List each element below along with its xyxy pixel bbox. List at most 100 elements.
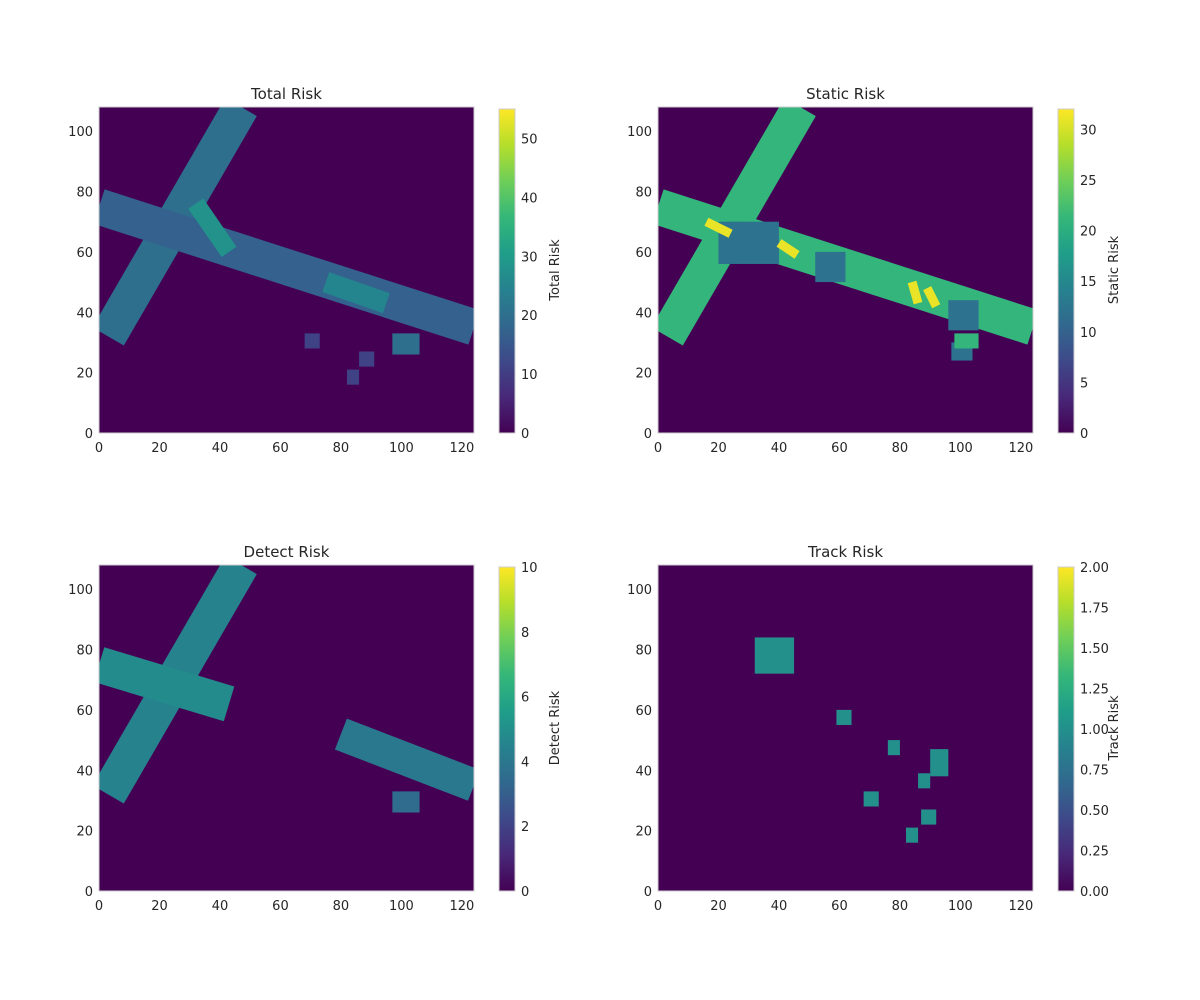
track-risk-y-tick-label: 80 xyxy=(635,644,652,659)
total-risk-x-tick-label: 120 xyxy=(449,441,474,456)
detect-risk-panel: Detect Risk 0 20 40 60 80 100 120 0 20 40 60 80 100 0 2… xyxy=(68,543,563,914)
static-risk-x-tick-label: 120 xyxy=(1008,441,1033,456)
total-risk-x-tick-label: 40 xyxy=(212,441,229,456)
static-risk-colorbar-tick-label: 0 xyxy=(1080,427,1088,442)
detect-risk-y-tick-label: 40 xyxy=(76,764,93,779)
static-risk-y-tick-label: 20 xyxy=(635,367,652,382)
detect-risk-x-tick-label: 80 xyxy=(333,899,350,914)
detect-risk-y-tick-label: 0 xyxy=(85,885,93,900)
static-risk-title: Static Risk xyxy=(806,85,885,103)
track-risk-x-tick-label: 20 xyxy=(710,899,727,914)
static-risk-heatmap xyxy=(658,107,1033,433)
total-risk-x-tick-label: 20 xyxy=(151,441,168,456)
detect-risk-x-tick-label: 100 xyxy=(389,899,414,914)
detect-risk-y-tick-label: 20 xyxy=(76,825,93,840)
track-risk-background-cell xyxy=(658,565,1033,891)
total-risk-colorbar-label: Total Risk xyxy=(548,239,563,302)
track-risk-colorbar-gradient xyxy=(1057,566,1075,892)
track-risk-colorbar-tick-label: 0.50 xyxy=(1080,804,1109,819)
total-risk-colorbar-tick-label: 20 xyxy=(521,309,538,324)
total-risk-y-tick-label: 60 xyxy=(76,246,93,261)
total-risk-road-band xyxy=(322,272,390,314)
detect-risk-colorbar-tick-label: 0 xyxy=(521,885,529,900)
track-risk-colorbar-tick-label: 0.25 xyxy=(1080,845,1109,860)
static-risk-x-tick-label: 0 xyxy=(654,441,662,456)
total-risk-cell-block xyxy=(304,333,320,349)
static-risk-colorbar-tick-label: 10 xyxy=(1080,326,1097,341)
detect-risk-title: Detect Risk xyxy=(244,543,330,561)
detect-risk-x-tick-label: 120 xyxy=(449,899,474,914)
track-risk-x-tick-label: 0 xyxy=(654,899,662,914)
total-risk-panel: Total Risk 0 20 40 60 80 100 120 0 20 40 60 80 100 0 10… xyxy=(68,85,563,456)
static-risk-frame xyxy=(657,106,1034,434)
detect-risk-colorbar-tick-label: 4 xyxy=(521,755,529,770)
static-risk-colorbar-tick-label: 30 xyxy=(1080,123,1097,138)
detect-risk-y-tick-label: 80 xyxy=(76,644,93,659)
detect-risk-colorbar-tick-label: 2 xyxy=(521,820,529,835)
track-risk-colorbar: 0.00 0.25 0.50 0.75 1.00 1.25 1.50 1.75 2.00 Trac… xyxy=(1057,561,1122,900)
track-risk-cell-block xyxy=(887,740,900,756)
detect-risk-y-tick-label: 60 xyxy=(76,704,93,719)
static-risk-panel: Static Risk 0 20 40 60 80 100 120 0 20 40 60 80 100 0 5… xyxy=(627,85,1122,456)
static-risk-x-tick-label: 80 xyxy=(892,441,909,456)
static-risk-cell-block xyxy=(954,333,979,349)
static-risk-road-band xyxy=(923,286,941,309)
static-risk-y-tick-label: 60 xyxy=(635,246,652,261)
total-risk-colorbar-tick-label: 40 xyxy=(521,191,538,206)
track-risk-colorbar-label: Track Risk xyxy=(1107,695,1122,762)
detect-risk-y-tick-label: 100 xyxy=(68,583,93,598)
total-risk-colorbar: 0 10 20 30 40 50 Total Risk xyxy=(498,108,563,442)
track-risk-y-tick-label: 40 xyxy=(635,764,652,779)
total-risk-y-tick-label: 80 xyxy=(76,186,93,201)
total-risk-y-tick-label: 40 xyxy=(76,306,93,321)
total-risk-y-tick-label: 0 xyxy=(85,427,93,442)
static-risk-colorbar-label: Static Risk xyxy=(1107,235,1122,304)
static-risk-colorbar-gradient xyxy=(1057,108,1075,434)
detect-risk-colorbar-tick-label: 10 xyxy=(521,561,538,576)
total-risk-x-tick-label: 60 xyxy=(272,441,289,456)
total-risk-title: Total Risk xyxy=(250,85,322,103)
track-risk-title: Track Risk xyxy=(807,543,883,561)
detect-risk-heatmap xyxy=(99,565,474,891)
total-risk-colorbar-tick-label: 10 xyxy=(521,368,538,383)
track-risk-cell-block xyxy=(921,809,937,825)
track-risk-x-tick-label: 40 xyxy=(771,899,788,914)
track-risk-y-tick-label: 60 xyxy=(635,704,652,719)
static-risk-road-band xyxy=(704,217,733,238)
detect-risk-x-tick-label: 40 xyxy=(212,899,229,914)
detect-risk-x-tick-label: 20 xyxy=(151,899,168,914)
static-risk-y-tick-label: 100 xyxy=(627,125,652,140)
total-risk-x-tick-label: 80 xyxy=(333,441,350,456)
track-risk-colorbar-tick-label: 1.00 xyxy=(1080,723,1109,738)
detect-risk-colorbar: 0 2 4 6 8 10 Detect Risk xyxy=(498,561,563,900)
track-risk-y-tick-label: 20 xyxy=(635,825,652,840)
static-risk-y-tick-label: 40 xyxy=(635,306,652,321)
total-risk-frame xyxy=(98,106,475,434)
total-risk-colorbar-tick-label: 0 xyxy=(521,427,529,442)
total-risk-road-band xyxy=(188,198,237,257)
total-risk-cell-block xyxy=(392,333,420,355)
total-risk-y-tick-label: 20 xyxy=(76,367,93,382)
track-risk-colorbar-tick-label: 0.75 xyxy=(1080,764,1109,779)
total-risk-y-tick-label: 100 xyxy=(68,125,93,140)
detect-risk-x-tick-label: 60 xyxy=(272,899,289,914)
track-risk-cell-block xyxy=(918,773,931,789)
static-risk-cell-block xyxy=(948,300,979,331)
static-risk-colorbar: 0 5 10 15 20 25 30 Static Risk xyxy=(1057,108,1122,442)
static-risk-colorbar-tick-label: 5 xyxy=(1080,376,1088,391)
track-risk-colorbar-tick-label: 2.00 xyxy=(1080,561,1109,576)
track-risk-panel: Track Risk 0 20 40 60 80 100 120 0 20 40 60 80 100 0.0… xyxy=(627,543,1122,914)
detect-risk-cell-block xyxy=(392,791,420,813)
track-risk-cell-block xyxy=(905,827,919,843)
static-risk-colorbar-tick-label: 25 xyxy=(1080,174,1097,189)
track-risk-y-tick-label: 0 xyxy=(644,885,652,900)
detect-risk-x-tick-label: 0 xyxy=(95,899,103,914)
detect-risk-colorbar-label: Detect Risk xyxy=(548,690,563,765)
track-risk-x-tick-label: 100 xyxy=(948,899,973,914)
track-risk-colorbar-tick-label: 0.00 xyxy=(1080,885,1109,900)
total-risk-x-tick-label: 100 xyxy=(389,441,414,456)
static-risk-x-tick-label: 60 xyxy=(831,441,848,456)
detect-risk-road-band xyxy=(99,647,235,722)
track-risk-cell-block xyxy=(836,709,852,725)
static-risk-y-tick-label: 80 xyxy=(635,186,652,201)
